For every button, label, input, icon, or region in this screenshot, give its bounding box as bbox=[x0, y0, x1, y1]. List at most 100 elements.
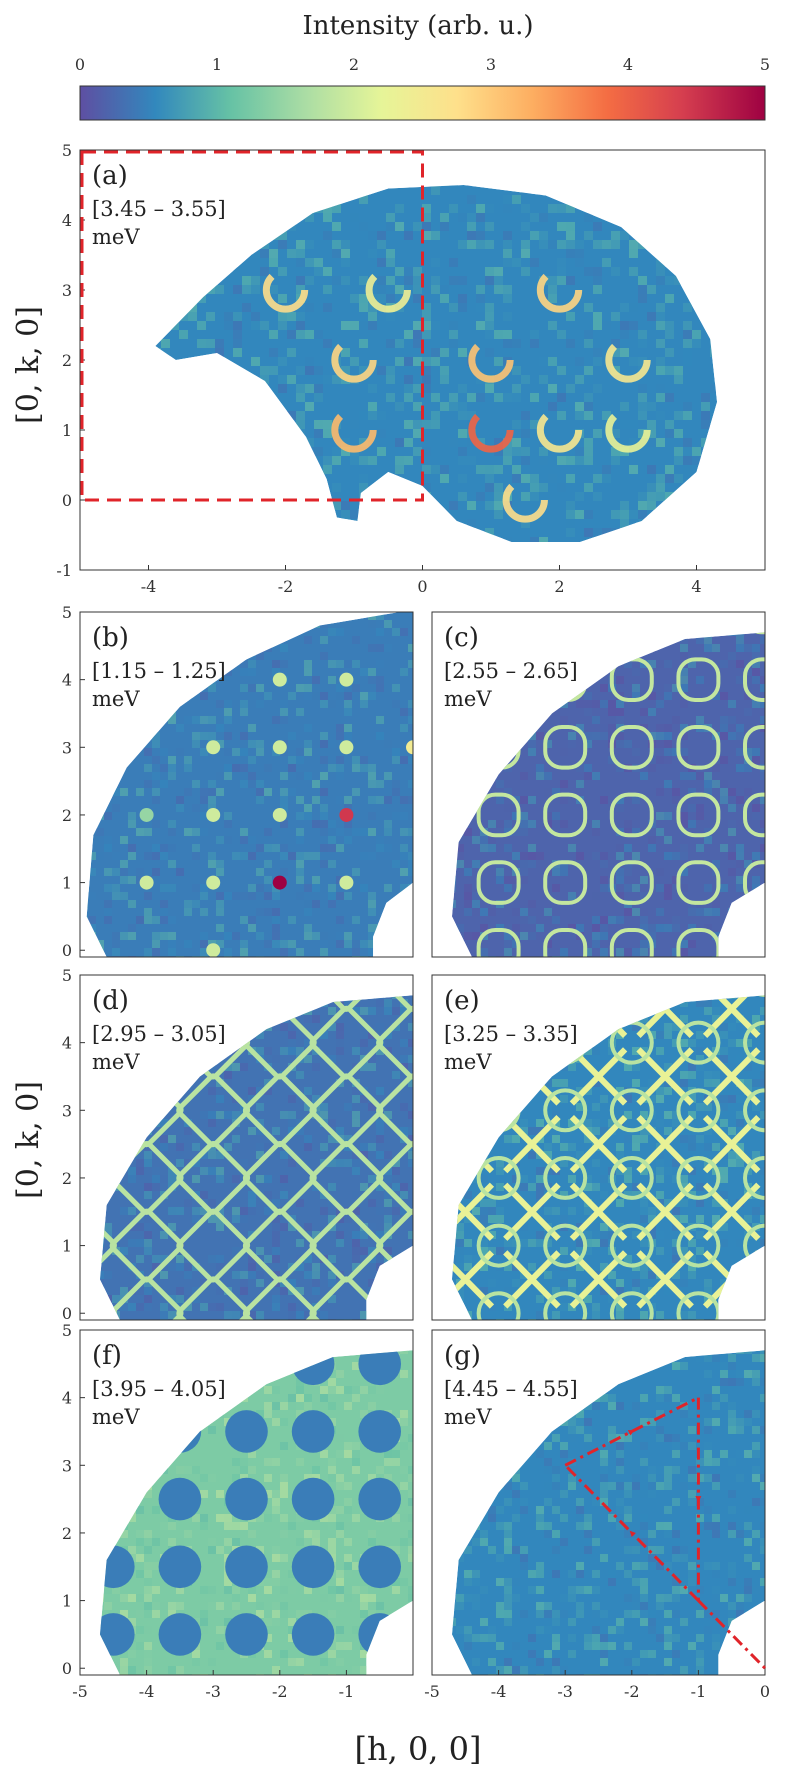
ring-feature bbox=[743, 657, 765, 702]
colorbar-tick-label: 1 bbox=[212, 55, 222, 74]
ring-feature bbox=[543, 1088, 588, 1133]
x-tick-label: -2 bbox=[278, 577, 294, 596]
hole-feature bbox=[225, 1350, 268, 1386]
ring-feature bbox=[331, 407, 377, 453]
bragg-spot bbox=[406, 740, 413, 755]
cross-feature bbox=[702, 1182, 761, 1241]
hole-feature bbox=[158, 1613, 202, 1656]
x-tick-label: -2 bbox=[272, 1682, 288, 1701]
cross-feature bbox=[636, 1182, 694, 1241]
y-tick-label: 1 bbox=[62, 1237, 72, 1256]
y-tick-label: 1 bbox=[62, 874, 72, 893]
dashed-region-box bbox=[80, 150, 424, 502]
ring-feature bbox=[242, 1208, 317, 1283]
x-tick-label: -5 bbox=[424, 1682, 440, 1701]
cross-feature bbox=[702, 1047, 761, 1106]
ring-feature bbox=[376, 1005, 413, 1080]
bragg-spot bbox=[272, 672, 287, 687]
bragg-spot bbox=[339, 875, 354, 890]
bragg-spot bbox=[272, 807, 287, 822]
panel-frame bbox=[79, 974, 414, 1321]
heatmap-area bbox=[99, 1350, 413, 1675]
hole-feature bbox=[291, 1477, 335, 1521]
hole-feature bbox=[158, 1545, 202, 1589]
cross-feature bbox=[503, 1182, 561, 1241]
hole-feature bbox=[291, 1410, 335, 1453]
x-tick-label: 4 bbox=[691, 577, 701, 596]
energy-range: [2.55 – 2.65] bbox=[444, 659, 578, 683]
cross-feature bbox=[569, 1114, 628, 1174]
hole-feature bbox=[225, 1545, 268, 1589]
ring-feature bbox=[543, 1291, 588, 1320]
ring-feature bbox=[176, 1276, 251, 1320]
cross-feature bbox=[702, 995, 761, 1038]
ring-feature bbox=[242, 1276, 317, 1320]
ring-feature bbox=[376, 1141, 413, 1215]
ring-feature bbox=[609, 1155, 654, 1200]
ring-feature bbox=[476, 725, 521, 770]
hole-feature bbox=[291, 1613, 335, 1656]
ring-feature bbox=[262, 267, 309, 313]
ring-feature bbox=[309, 1276, 384, 1320]
colorbar-tick-label: 2 bbox=[349, 55, 359, 74]
colorbar-tick-label: 3 bbox=[486, 55, 496, 74]
ring-feature bbox=[536, 267, 583, 313]
cross-feature bbox=[451, 1250, 495, 1309]
ring-feature bbox=[309, 1141, 384, 1215]
colorbar-ticks: 0 1 2 3 4 5 bbox=[75, 55, 770, 74]
panel-label: (f) bbox=[92, 1341, 122, 1371]
ring-feature bbox=[743, 1223, 765, 1268]
x-tick-label: -3 bbox=[205, 1682, 221, 1701]
ring-feature bbox=[743, 725, 765, 770]
y-tick-label: 2 bbox=[62, 1524, 72, 1543]
x-tick-label: -2 bbox=[624, 1682, 640, 1701]
panel-frame bbox=[79, 1329, 414, 1676]
y-tick-label: 4 bbox=[62, 1389, 72, 1408]
ring-feature bbox=[543, 1223, 588, 1268]
colorbar-tick-label: 5 bbox=[760, 55, 770, 74]
x-tick-label: -4 bbox=[139, 1682, 155, 1701]
y-tick-label: 1 bbox=[62, 1592, 72, 1611]
colorbar-tick-label: 0 bbox=[75, 55, 85, 74]
ring-feature bbox=[468, 407, 514, 453]
panel-f: 0 1 2 3 4 5 -5 -4 -3 -2 -1 (f) [3.95 – 4.05] meV bbox=[62, 1321, 414, 1701]
hole-feature bbox=[358, 1613, 402, 1656]
ring-feature bbox=[476, 927, 521, 957]
ring-feature bbox=[536, 407, 583, 453]
panel-e: (e) [3.25 – 3.35] meV bbox=[431, 974, 800, 1321]
y-tick-label: 0 bbox=[62, 1304, 72, 1323]
y-tick-label: 4 bbox=[62, 671, 72, 690]
energy-unit: meV bbox=[444, 687, 492, 711]
cross-feature bbox=[772, 1117, 800, 1171]
cross-feature bbox=[569, 995, 628, 1038]
ring-feature bbox=[176, 1141, 251, 1215]
ring-feature bbox=[743, 1088, 765, 1133]
ring-feature bbox=[743, 860, 765, 905]
energy-unit: meV bbox=[444, 1405, 492, 1429]
panel-frame bbox=[431, 1329, 766, 1676]
y-tick-label: 1 bbox=[62, 421, 72, 440]
bragg-spot bbox=[206, 943, 221, 957]
bragg-spot bbox=[139, 875, 154, 890]
y-tick-label: -1 bbox=[56, 561, 72, 580]
energy-range: [2.95 – 3.05] bbox=[92, 1022, 226, 1046]
panel-c: (c) [2.55 – 2.65] meV bbox=[431, 611, 766, 958]
x-tick-label: -5 bbox=[72, 1682, 88, 1701]
ring-feature bbox=[476, 1291, 521, 1320]
hole-feature bbox=[158, 1410, 202, 1453]
ring-feature bbox=[476, 860, 521, 905]
ring-feature bbox=[676, 860, 721, 905]
ring-feature bbox=[109, 1276, 184, 1320]
ring-feature bbox=[376, 1073, 413, 1148]
panel-frame bbox=[431, 611, 766, 958]
hole-feature bbox=[291, 1350, 335, 1386]
energy-unit: meV bbox=[92, 1050, 140, 1074]
y-tick-label: 2 bbox=[62, 1169, 72, 1188]
ring-feature bbox=[309, 1005, 384, 1080]
ring-feature bbox=[743, 1155, 765, 1200]
hole-feature bbox=[225, 1613, 268, 1656]
cross-feature bbox=[503, 1114, 561, 1174]
x-axis-label: [h, 0, 0] bbox=[355, 1730, 482, 1768]
ring-feature bbox=[609, 725, 654, 770]
panel-label: (e) bbox=[444, 986, 480, 1016]
